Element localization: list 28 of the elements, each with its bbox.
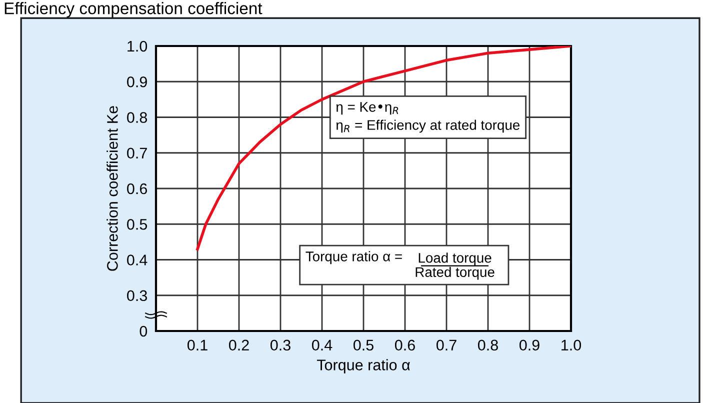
x-tick-label: 0.9 xyxy=(519,340,540,351)
y-tick-label: 0 xyxy=(140,326,148,337)
line-series xyxy=(196,46,571,250)
y-tick-label: 0.6 xyxy=(127,183,147,194)
x-axis-title: Torque ratio α xyxy=(316,359,410,374)
annotation: η$_{R}$ = Efficiency at rated torque xyxy=(336,120,520,133)
y-tick-label: 1.0 xyxy=(128,40,148,52)
x-tick-label: 0.1 xyxy=(187,340,208,351)
y-tick-label: 0.4 xyxy=(127,254,148,266)
y-tick-label: 0.8 xyxy=(127,112,148,123)
x-tick-label: 0.2 xyxy=(228,340,249,351)
y-tick-label: 0.3 xyxy=(127,290,147,302)
annotation: Load torque xyxy=(418,252,492,266)
x-tick-label: 0.7 xyxy=(436,340,456,351)
y-axis-title: Correction coefficient Ke xyxy=(106,106,118,271)
x-tick-label: 0.5 xyxy=(353,340,374,351)
chart-title: Efficiency compensation coefficient xyxy=(4,2,262,18)
x-tick-label: 0.6 xyxy=(394,340,415,351)
y-tick-label: 0.9 xyxy=(127,76,147,88)
annotation: Torque ratio α = xyxy=(306,251,402,264)
x-tick-label: 0.4 xyxy=(312,340,332,351)
y-tick-label: 0.7 xyxy=(127,148,147,159)
x-tick-label: 0.3 xyxy=(270,340,290,351)
y-tick-label: 0.5 xyxy=(127,218,148,230)
x-tick-label: 0.8 xyxy=(478,340,498,351)
annotation: η = Ke•η$_{R}$ xyxy=(336,102,398,115)
annotation: Rated torque xyxy=(416,266,494,280)
x-tick-label: 1.0 xyxy=(562,340,582,351)
